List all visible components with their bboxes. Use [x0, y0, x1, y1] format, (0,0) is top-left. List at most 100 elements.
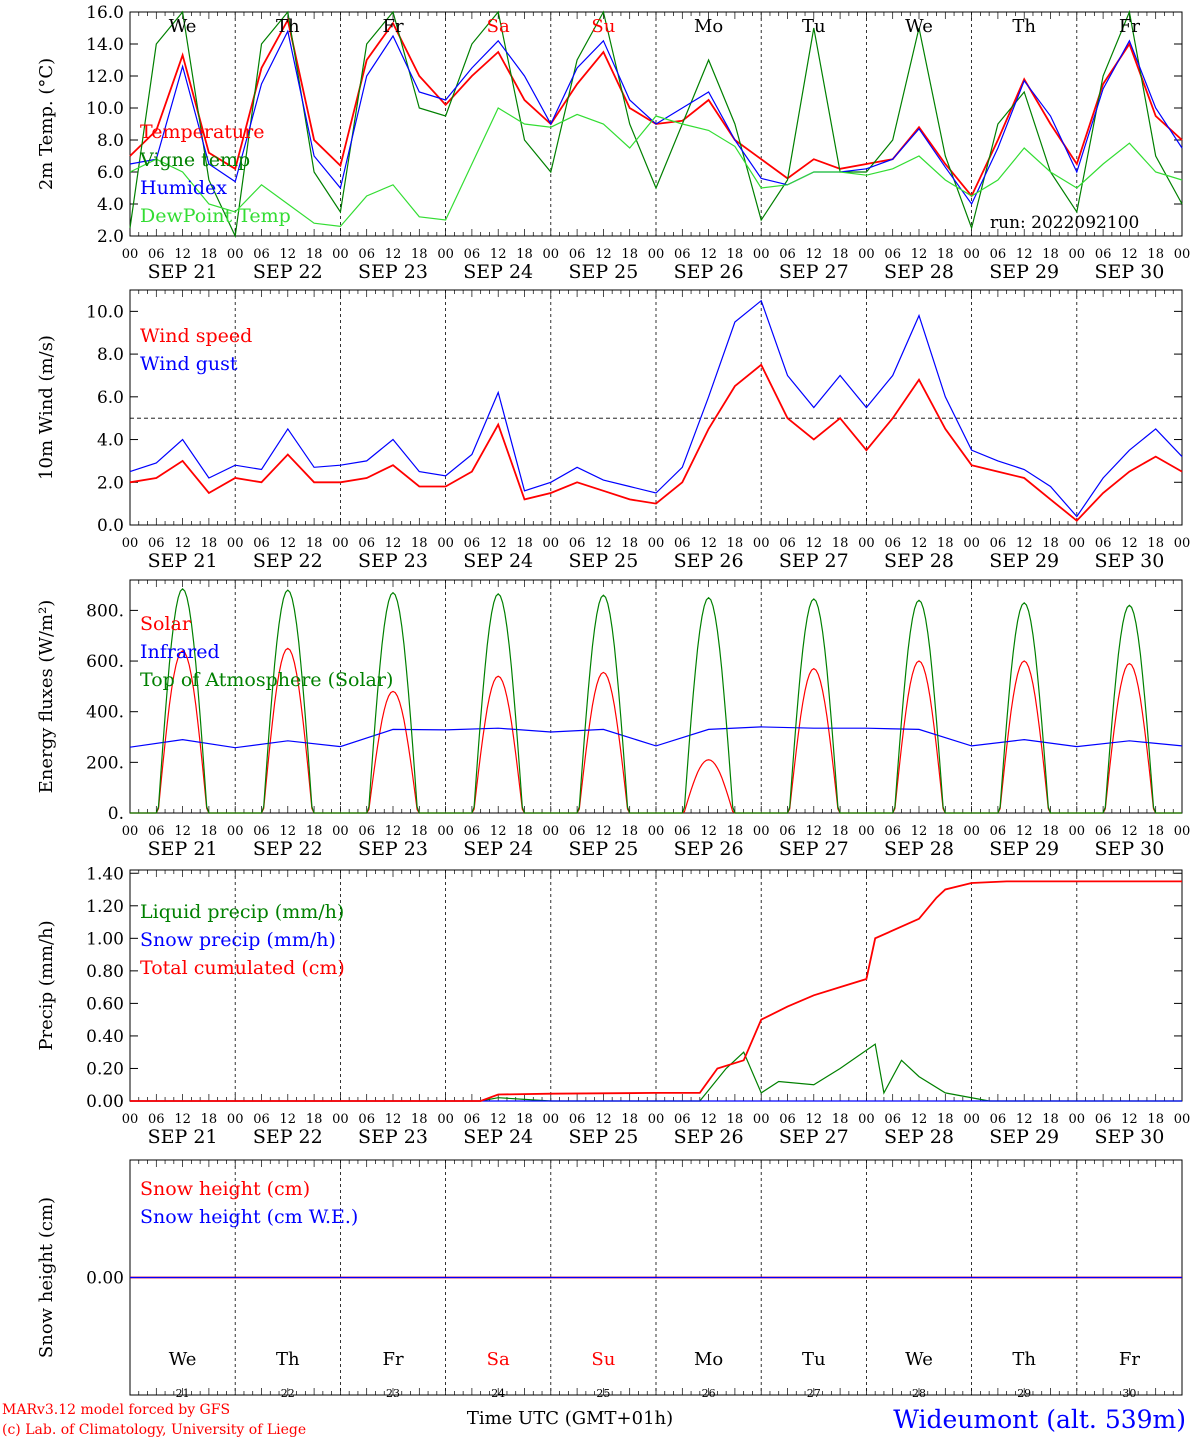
hour-tick-label: 06: [990, 824, 1007, 839]
hour-tick-label: 12: [911, 247, 928, 262]
y-tick-label: 12.0: [86, 67, 124, 87]
hour-tick-label: 06: [674, 247, 691, 262]
day-of-week-label: Th: [276, 1349, 300, 1370]
day-of-week-label: We: [169, 1349, 197, 1370]
y-tick-label: 10.0: [86, 302, 124, 322]
date-label: SEP 21: [148, 1126, 218, 1148]
y-tick-label: 600.: [86, 652, 124, 672]
hour-tick-label: 12: [385, 247, 402, 262]
hour-tick-label: 18: [516, 247, 533, 262]
y-tick-label: 0.00: [86, 1092, 124, 1112]
hour-tick-label: 00: [963, 536, 980, 551]
hour-tick-label: 00: [227, 536, 244, 551]
hour-tick-label: 06: [1095, 536, 1112, 551]
hour-tick-label: 18: [1147, 536, 1164, 551]
date-label: SEP 30: [1094, 550, 1164, 572]
hour-tick-label: 18: [1147, 1112, 1164, 1127]
day-of-week-label: Tu: [802, 16, 826, 37]
hour-tick-label: 00: [543, 824, 560, 839]
hour-tick-label: 00: [858, 1112, 875, 1127]
hour-tick-label: 12: [174, 824, 191, 839]
hour-tick-label: 00: [437, 247, 454, 262]
legend-entry: Snow height (cm): [140, 1178, 310, 1200]
hour-tick-label: 12: [385, 824, 402, 839]
date-label: SEP 26: [674, 550, 744, 572]
date-label: SEP 28: [884, 1126, 954, 1148]
hour-tick-label: 18: [621, 247, 638, 262]
day-of-week-label: Su: [591, 1349, 615, 1370]
hour-tick-label: 18: [727, 1112, 744, 1127]
y-tick-label: 10.0: [86, 99, 124, 119]
hour-tick-label: 06: [779, 824, 796, 839]
hour-tick-label: 00: [332, 1112, 349, 1127]
day-of-week-label: Fr: [1119, 1349, 1140, 1370]
day-of-week-label: Th: [1012, 1349, 1036, 1370]
date-label: SEP 28: [884, 261, 954, 283]
day-of-week-label: We: [905, 16, 933, 37]
day-of-week-label: Mo: [694, 16, 723, 37]
hour-tick-label: 18: [621, 536, 638, 551]
y-tick-label: 1.20: [86, 897, 124, 917]
hour-tick-label: 00: [1069, 536, 1086, 551]
hour-tick-label: 18: [306, 824, 323, 839]
hour-tick-label: 00: [1174, 824, 1191, 839]
hour-tick-label: 12: [1121, 1112, 1138, 1127]
hour-tick-label: 18: [411, 247, 428, 262]
date-label: SEP 25: [568, 838, 638, 860]
day-number-label: 25: [596, 1387, 610, 1400]
date-label: SEP 27: [779, 1126, 849, 1148]
hour-tick-label: 00: [1069, 1112, 1086, 1127]
hour-tick-label: 18: [832, 536, 849, 551]
hour-tick-label: 06: [779, 247, 796, 262]
date-label: SEP 23: [358, 1126, 428, 1148]
hour-tick-label: 06: [884, 1112, 901, 1127]
date-label: SEP 25: [568, 1126, 638, 1148]
hour-tick-label: 12: [280, 247, 297, 262]
x-axis-label: Time UTC (GMT+01h): [467, 1408, 673, 1429]
day-number-label: 23: [386, 1387, 400, 1400]
hour-tick-label: 06: [464, 536, 481, 551]
hour-tick-label: 12: [806, 536, 823, 551]
day-of-week-label: Fr: [382, 16, 403, 37]
hour-tick-label: 12: [700, 824, 717, 839]
y-axis-label: Energy fluxes (W/m²): [36, 600, 57, 794]
legend-entry: Infrared: [140, 641, 220, 663]
hour-tick-label: 00: [753, 247, 770, 262]
panel-temp: 2.0 4.0 6.0 8.0 10.0 12.0 14.0 16.0 2m Temp. (°C…: [36, 3, 1190, 283]
hour-tick-label: 00: [963, 247, 980, 262]
hour-tick-label: 00: [648, 536, 665, 551]
hour-tick-label: 06: [990, 247, 1007, 262]
day-of-week-label: Fr: [1119, 16, 1140, 37]
hour-tick-label: 00: [437, 824, 454, 839]
series-wind-speed: [129, 363, 1183, 522]
date-label: SEP 29: [989, 550, 1059, 572]
hour-tick-label: 18: [1147, 824, 1164, 839]
hour-tick-label: 06: [1095, 824, 1112, 839]
y-tick-label: 0.: [108, 804, 124, 824]
hour-tick-label: 06: [464, 1112, 481, 1127]
hour-tick-label: 00: [227, 824, 244, 839]
hour-tick-label: 18: [937, 247, 954, 262]
y-axis-label: Precip (mm/h): [36, 920, 57, 1050]
y-tick-label: 8.0: [97, 131, 124, 151]
hour-tick-label: 18: [411, 536, 428, 551]
legend-entry: Snow height (cm W.E.): [140, 1206, 358, 1228]
hour-tick-label: 12: [1121, 536, 1138, 551]
hour-tick-label: 18: [306, 1112, 323, 1127]
day-number-label: 27: [807, 1387, 821, 1400]
hour-tick-label: 06: [569, 536, 586, 551]
date-label: SEP 28: [884, 550, 954, 572]
y-tick-label: 14.0: [86, 35, 124, 55]
hour-tick-label: 18: [1042, 247, 1059, 262]
day-number-label: 28: [912, 1387, 926, 1400]
date-label: SEP 24: [463, 1126, 533, 1148]
hour-tick-label: 18: [201, 536, 218, 551]
hour-tick-label: 12: [806, 247, 823, 262]
hour-tick-label: 12: [700, 1112, 717, 1127]
hour-tick-label: 12: [595, 824, 612, 839]
y-tick-label: 0.80: [86, 962, 124, 982]
hour-tick-label: 18: [937, 1112, 954, 1127]
hour-tick-label: 06: [253, 536, 270, 551]
date-label: SEP 26: [674, 838, 744, 860]
hour-tick-label: 06: [884, 824, 901, 839]
